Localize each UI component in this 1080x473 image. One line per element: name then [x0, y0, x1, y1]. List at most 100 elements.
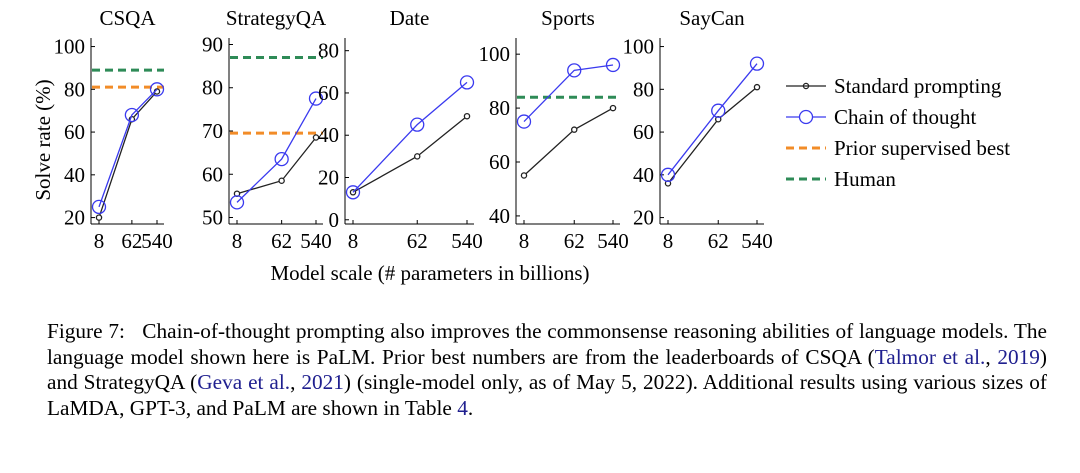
chart-saycan: SayCan 20 40 60 80 100 8 62 540	[623, 6, 773, 253]
x-tick-label: 540	[141, 229, 173, 253]
x-tick-label: 8	[519, 229, 530, 253]
caption-text: Chain-of-thought prompting also improves…	[47, 319, 1047, 369]
chart-sports: Sports 40 60 80 100 8 62 540	[479, 6, 629, 253]
chart-title: CSQA	[99, 6, 156, 30]
table-reference[interactable]: 4	[457, 395, 468, 420]
x-tick-label: 540	[451, 229, 483, 253]
caption-text: ) and StrategyQA (	[47, 344, 1047, 395]
y-tick-label: 100	[623, 35, 655, 59]
caption-label: Figure 7:	[47, 319, 125, 343]
x-tick-label: 8	[232, 229, 243, 253]
citation-geva-year[interactable]: 2021	[301, 370, 344, 394]
data-point-chain-of-thought	[459, 75, 475, 90]
y-tick-label: 90	[202, 32, 223, 56]
chart-strategyqa: StrategyQA 50 60 70 80 90 8 62 540	[202, 6, 332, 253]
y-tick-label: 100	[479, 42, 511, 66]
y-tick-label: 40	[633, 163, 654, 187]
x-axis-label: Model scale (# parameters in billions)	[271, 261, 590, 285]
data-point-chain-of-thought	[711, 103, 726, 118]
legend-item-prior-supervised-best: Prior supervised best	[786, 136, 1010, 160]
y-tick-label: 20	[64, 206, 85, 230]
legend-label-chain-of-thought: Chain of thought	[834, 105, 976, 129]
data-point-standard-prompting	[278, 177, 285, 184]
y-tick-label: 20	[318, 166, 339, 190]
citation-talmor-year[interactable]: 2019	[997, 344, 1040, 369]
data-point-standard-prompting	[753, 83, 761, 91]
series-line-chain-of-thought	[523, 64, 614, 123]
series-line-standard-prompting	[352, 115, 468, 193]
y-tick-label: 80	[202, 76, 223, 100]
x-tick-label: 62	[271, 229, 292, 253]
data-point-chain-of-thought	[91, 199, 107, 215]
figure-caption: Figure 7: Chain-of-thought prompting als…	[47, 319, 1047, 421]
legend-item-standard-prompting: Standard prompting	[786, 74, 1002, 98]
series-line-chain-of-thought	[236, 98, 317, 203]
legend: Standard prompting Chain of thought Prio…	[786, 74, 1010, 191]
data-point-standard-prompting	[609, 104, 617, 112]
y-tick-label: 20	[633, 206, 654, 230]
x-tick-label: 62	[407, 229, 428, 253]
legend-item-human: Human	[786, 167, 896, 191]
series-line-standard-prompting	[523, 107, 614, 176]
y-tick-label: 80	[489, 96, 510, 120]
legend-item-chain-of-thought: Chain of thought	[786, 105, 976, 129]
data-point-chain-of-thought	[345, 185, 361, 200]
y-tick-label: 60	[318, 81, 339, 105]
data-point-chain-of-thought	[605, 57, 621, 73]
y-tick-label: 50	[202, 206, 223, 230]
data-point-chain-of-thought	[274, 151, 289, 167]
data-point-chain-of-thought	[567, 63, 582, 78]
y-tick-label: 80	[318, 39, 339, 63]
x-tick-label: 8	[94, 229, 105, 253]
series-line-standard-prompting	[667, 86, 758, 184]
y-tick-label: 0	[329, 208, 340, 232]
citation-separator: ,	[290, 370, 302, 394]
data-point-chain-of-thought	[124, 107, 140, 123]
x-tick-label: 62	[121, 229, 142, 253]
y-tick-label: 60	[64, 120, 85, 144]
series-line-chain-of-thought	[352, 81, 468, 193]
chart-title: Date	[390, 6, 430, 30]
data-point-standard-prompting	[520, 172, 528, 179]
legend-label-prior-supervised-best: Prior supervised best	[834, 136, 1010, 160]
chart-title: SayCan	[679, 6, 745, 30]
citation-talmor-author[interactable]: Talmor et al.	[874, 344, 986, 369]
x-tick-label: 62	[708, 229, 729, 253]
chart-title: StrategyQA	[226, 6, 327, 30]
y-tick-label: 60	[202, 162, 223, 186]
y-tick-label: 60	[633, 120, 654, 144]
data-point-standard-prompting	[570, 126, 578, 133]
data-point-chain-of-thought	[229, 195, 245, 210]
data-point-standard-prompting	[413, 153, 421, 160]
data-point-chain-of-thought	[660, 167, 676, 182]
x-tick-label: 540	[741, 229, 773, 253]
caption-text: ) (single-model only, as of May 5, 2022)…	[47, 370, 1047, 420]
chart-title: Sports	[541, 6, 595, 30]
x-tick-label: 8	[348, 229, 359, 253]
series-line-chain-of-thought	[667, 63, 758, 176]
y-axis-label: Solve rate (%)	[31, 79, 55, 200]
x-tick-label: 62	[564, 229, 585, 253]
data-point-chain-of-thought	[749, 56, 765, 71]
y-tick-label: 70	[202, 119, 223, 143]
y-tick-label: 60	[489, 150, 510, 174]
data-point-standard-prompting	[463, 112, 471, 120]
data-point-standard-prompting	[312, 134, 320, 141]
data-point-chain-of-thought	[149, 82, 165, 97]
citation-separator: ,	[985, 344, 998, 369]
series-line-standard-prompting	[236, 137, 317, 195]
legend-label-human: Human	[834, 167, 896, 191]
x-tick-label: 540	[597, 229, 629, 253]
y-tick-label: 80	[64, 77, 85, 101]
y-tick-label: 40	[64, 163, 85, 187]
data-point-chain-of-thought	[516, 114, 532, 129]
data-point-chain-of-thought	[410, 117, 425, 132]
y-tick-label: 40	[318, 123, 339, 147]
x-tick-label: 8	[663, 229, 674, 253]
series-line-chain-of-thought	[98, 88, 158, 208]
citation-geva-author[interactable]: Geva et al.	[197, 370, 291, 394]
chart-date: Date 0 20 40 60 80 8 62 540	[318, 6, 483, 253]
